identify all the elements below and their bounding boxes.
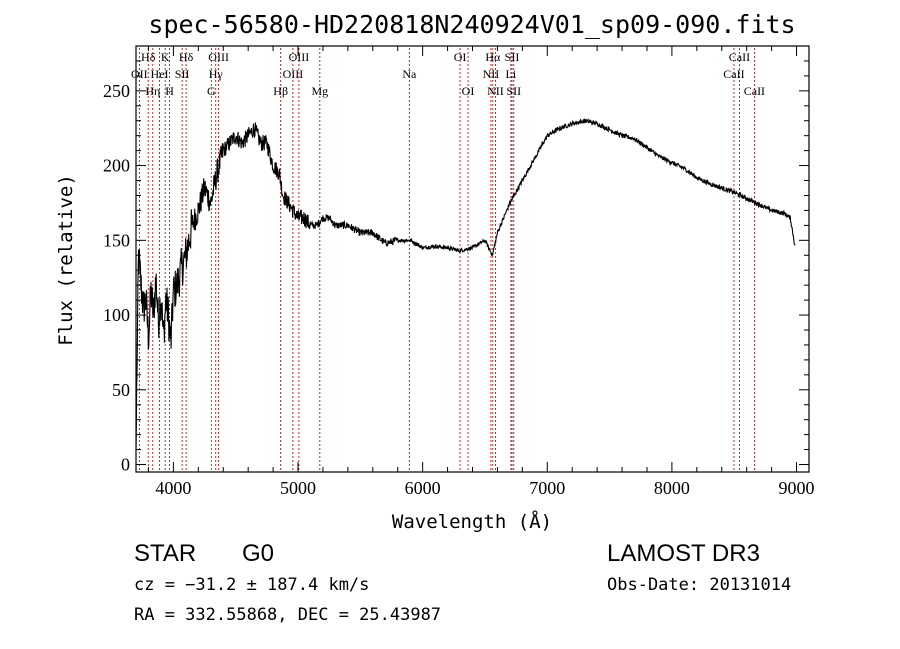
y-tick-label: 50: [112, 380, 130, 400]
y-tick-label: 100: [103, 305, 130, 325]
spectral-line-label: K: [161, 50, 170, 64]
spectral-line-label: OIII: [208, 50, 229, 64]
spectral-line-label: OI: [454, 50, 467, 64]
spectral-line-label: G: [207, 84, 216, 98]
obs-date: Obs-Date: 20131014: [607, 575, 791, 595]
survey-name: LAMOST DR3: [607, 540, 760, 567]
object-class: STAR: [134, 540, 196, 567]
x-tick-label: 5000: [280, 478, 316, 498]
spectral-line-label: OIII: [289, 50, 310, 64]
spectral-line-label: Na: [402, 67, 417, 81]
plot-frame: [135, 45, 810, 473]
spectral-line-label: H: [165, 84, 174, 98]
spectral-line-label: CaII: [723, 67, 744, 81]
spectral-line-label: SII: [175, 67, 190, 81]
spectral-line-label: OII: [131, 67, 148, 81]
spectral-line-label: CaII: [729, 50, 750, 64]
x-tick-label: 6000: [405, 478, 441, 498]
x-tick-label: 9000: [779, 478, 815, 498]
y-tick-label: 150: [103, 230, 130, 250]
spectral-line-label: OIII: [283, 67, 304, 81]
y-tick-label: 250: [103, 81, 130, 101]
axis-tick-labels: 4000 5000 6000 7000 8000 9000 0 50 100 150 200 250: [103, 81, 815, 498]
y-tick-label: 0: [121, 455, 130, 475]
coordinates: RA = 332.55868, DEC = 25.43987: [134, 605, 441, 625]
y-axis-label: Flux (relative): [55, 174, 77, 346]
spectral-line-label: SII: [506, 84, 521, 98]
spectral-line-label: Li: [506, 67, 517, 81]
spectral-line-label: OI: [462, 84, 475, 98]
spectral-line-label: HeI: [151, 67, 169, 81]
x-tick-label: 8000: [654, 478, 690, 498]
spectral-line-label: Hβ: [273, 84, 288, 98]
spectral-line-label: CaII: [744, 84, 765, 98]
x-tick-label: 4000: [155, 478, 191, 498]
spectral-line-label: SII: [505, 50, 520, 64]
spectral-line-label: NII: [487, 84, 504, 98]
spectral-line-markers: [138, 48, 755, 472]
axis-ticks: [136, 46, 809, 472]
spectral-line-label: Hα: [485, 50, 501, 64]
redshift-value: cz = −31.2 ± 187.4 km/s: [134, 575, 369, 595]
spectrum-line: [135, 118, 796, 450]
x-tick-label: 7000: [529, 478, 565, 498]
spectral-line-label: Hγ: [209, 67, 224, 81]
spectral-line-label: Hδ: [179, 50, 194, 64]
y-tick-label: 200: [103, 156, 130, 176]
spectral-line-label: Hη: [145, 84, 160, 98]
spectral-line-label: Hδ: [141, 50, 156, 64]
spectral-line-label: Mg: [311, 84, 328, 98]
chart-title: spec-56580-HD220818N240924V01_sp09-090.f…: [148, 10, 795, 39]
spectral-line-label: NII: [483, 67, 500, 81]
x-axis-label: Wavelength (Å): [392, 510, 552, 533]
spectral-subclass: G0: [242, 540, 274, 567]
